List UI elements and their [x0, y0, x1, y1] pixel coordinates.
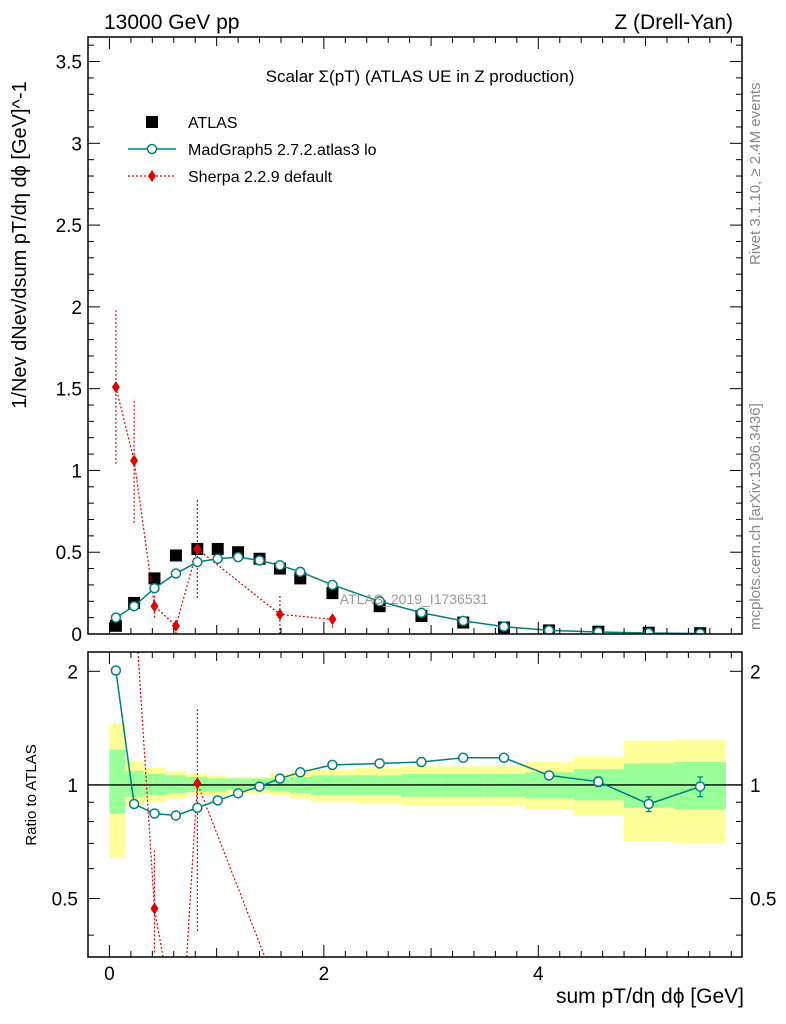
sherpa-point — [111, 381, 120, 394]
atlas-data-point — [211, 542, 224, 555]
y-tick-label: 3.5 — [56, 53, 82, 74]
madgraph-ratio-point — [192, 802, 203, 813]
plot-title: Scalar Σ(pT) (ATLAS UE in Z production) — [266, 67, 575, 86]
madgraph-point — [498, 621, 510, 632]
madgraph-ratio-point — [149, 808, 160, 819]
y-axis-label: 1/Nev dNev/dsum pT/dη dϕ [GeV]^-1 — [9, 81, 31, 408]
sherpa-point — [275, 608, 284, 621]
mcplots-label: mcplots.cern.ch [arXiv:1306.3436] — [747, 403, 764, 630]
energy-label: 13000 GeV pp — [104, 11, 239, 34]
madgraph-ratio-point — [212, 795, 223, 806]
sherpa-point — [130, 454, 139, 467]
y-tick-label: 2 — [71, 298, 82, 319]
madgraph-ratio-point — [295, 767, 306, 778]
madgraph-ratio-point — [128, 798, 140, 810]
ratio-tick-label: 0.5 — [52, 890, 78, 911]
madgraph-ratio-point — [593, 776, 604, 787]
y-tick-label: 2.5 — [56, 216, 82, 237]
madgraph-ratio-point — [254, 781, 265, 792]
x-tick-label: 0 — [104, 964, 115, 985]
madgraph-point — [543, 625, 555, 634]
y-tick-label: 1.5 — [56, 380, 82, 401]
madgraph-ratio-point — [170, 810, 182, 821]
ratio-tick-label-right: 0.5 — [750, 890, 776, 911]
y-tick-label: 0 — [71, 625, 82, 646]
band-inner — [125, 770, 144, 797]
madgraph-point — [192, 556, 203, 568]
legend-label-sherpa: Sherpa 2.2.9 default — [188, 169, 333, 186]
x-tick-label: 2 — [319, 964, 330, 985]
madgraph-point — [374, 596, 385, 607]
madgraph-ratio-point — [232, 788, 244, 799]
madgraph-ratio-point — [274, 773, 286, 784]
sherpa-ratio-point — [193, 777, 202, 790]
madgraph-ratio-point — [416, 756, 427, 768]
y-tick-label: 3 — [71, 134, 82, 155]
x-tick-label: 4 — [533, 964, 544, 985]
legend-label-madgraph: MadGraph5 2.7.2.atlas3 lo — [188, 142, 377, 159]
madgraph-point — [457, 615, 469, 627]
ratio-tick-label-right: 2 — [750, 662, 761, 683]
ratio-tick-label: 2 — [67, 662, 78, 683]
ratio-tick-label-right: 1 — [750, 776, 761, 797]
madgraph-point — [593, 626, 604, 634]
madgraph-ratio-point — [643, 798, 654, 810]
madgraph-point — [254, 555, 265, 566]
atlas-data-point — [326, 587, 339, 600]
x-axis-label: sum pT/dη dϕ [GeV] — [556, 985, 744, 1008]
atlas-data-point — [169, 549, 182, 562]
madgraph-ratio-point — [457, 752, 469, 764]
legend-marker-sherpa — [148, 170, 156, 182]
sherpa-point — [193, 542, 202, 555]
watermark: ATLAS_2019_I1736531 — [340, 591, 489, 607]
y-tick-label: 1 — [71, 461, 82, 482]
atlas-data-point — [109, 619, 122, 632]
sherpa-point — [171, 619, 180, 632]
band-inner — [109, 749, 126, 814]
madgraph-point — [149, 582, 160, 594]
legend-label-atlas: ATLAS — [188, 115, 238, 132]
madgraph-ratio-point — [498, 752, 510, 764]
legend-marker-atlas — [146, 116, 158, 128]
sherpa-line — [115, 386, 333, 627]
ratio-tick-label: 1 — [67, 776, 78, 797]
ratio-axis-label: Ratio to ATLAS — [23, 744, 40, 845]
madgraph-point — [212, 553, 223, 565]
ratio-frame — [87, 651, 743, 958]
madgraph-point — [170, 568, 182, 579]
band-inner — [227, 778, 249, 790]
legend-marker-madgraph — [146, 143, 158, 155]
madgraph-ratio-point — [543, 770, 555, 781]
madgraph-point — [110, 612, 122, 623]
madgraph-point — [643, 627, 654, 634]
y-tick-label: 0.5 — [56, 543, 82, 564]
atlas-data-point — [148, 572, 161, 585]
madgraph-ratio-point — [694, 781, 706, 792]
madgraph-point — [416, 607, 427, 618]
madgraph-ratio-point — [374, 758, 385, 769]
sherpa-ratio-point — [150, 902, 159, 915]
rivet-label: Rivet 3.1.10, ≥ 2.4M events — [747, 83, 764, 266]
process-label: Z (Drell-Yan) — [614, 11, 733, 34]
sherpa-point — [328, 613, 337, 626]
madgraph-point — [128, 600, 140, 612]
madgraph-point — [274, 560, 286, 571]
madgraph-point — [295, 566, 306, 578]
legend: ATLAS MadGraph5 2.7.2.atlas3 lo Sherpa 2… — [128, 115, 377, 186]
main-plot-area — [109, 310, 707, 634]
madgraph-ratio-point — [110, 665, 122, 676]
ratio-plot-area — [88, 652, 742, 957]
sherpa-point — [150, 600, 159, 613]
madgraph-point — [232, 551, 244, 563]
main-frame — [87, 36, 743, 635]
madgraph-ratio-point — [327, 759, 338, 771]
madgraph-point — [327, 579, 338, 591]
